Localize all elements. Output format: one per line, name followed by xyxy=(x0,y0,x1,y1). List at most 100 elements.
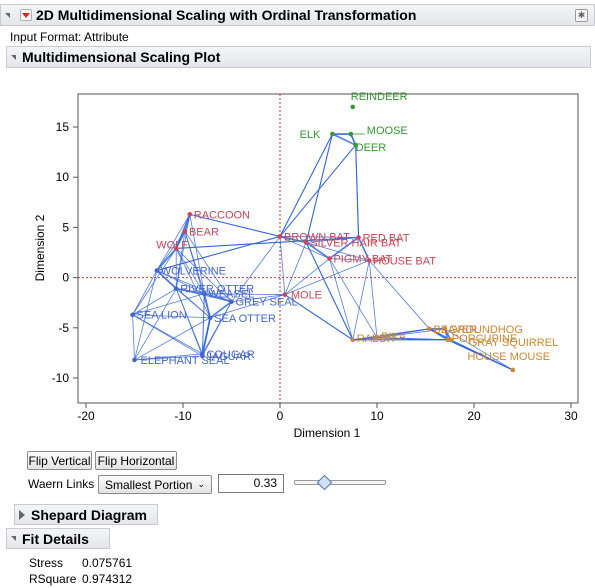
x-tick-label: 30 xyxy=(564,409,578,423)
data-point[interactable] xyxy=(366,258,372,263)
data-point[interactable] xyxy=(132,357,137,363)
waern-link xyxy=(204,292,232,303)
point-label: JAGUAR xyxy=(206,351,251,363)
waern-link xyxy=(204,293,285,296)
waern-link xyxy=(231,294,285,303)
data-point[interactable] xyxy=(510,367,516,373)
data-point[interactable] xyxy=(229,299,234,304)
waern-link xyxy=(305,241,330,260)
point-label: WOLF xyxy=(156,239,188,251)
x-tick-label: -10 xyxy=(174,409,192,423)
waern-number-value: 0.33 xyxy=(253,476,277,490)
input-format-label: Input Format: Attribute xyxy=(10,30,129,44)
plot-section-header: Multidimensional Scaling Plot xyxy=(6,46,591,68)
data-point[interactable] xyxy=(427,326,432,332)
waern-link xyxy=(156,270,205,295)
waern-link xyxy=(279,133,333,237)
waern-link xyxy=(352,328,430,341)
waern-link xyxy=(175,231,186,249)
point-label: PORCUPINE xyxy=(452,333,517,345)
data-point[interactable] xyxy=(303,240,309,245)
waern-link xyxy=(352,260,370,340)
flip-vertical-button[interactable]: Flip Vertical xyxy=(27,451,92,470)
flip-horizontal-button[interactable]: Flip Horizontal xyxy=(95,451,177,470)
data-point[interactable] xyxy=(282,292,288,297)
waern-number-field[interactable]: 0.33 xyxy=(218,474,284,493)
waern-links-value: Smallest Portion xyxy=(105,477,193,492)
waern-link xyxy=(175,288,211,319)
waern-link xyxy=(176,236,359,250)
data-point[interactable] xyxy=(173,286,179,291)
point-label: REINDEER xyxy=(351,91,408,103)
chevron-down-icon: ⌄ xyxy=(197,479,205,489)
waern-link xyxy=(447,339,514,371)
data-point[interactable] xyxy=(330,131,335,137)
waern-link xyxy=(175,288,203,355)
waern-link xyxy=(305,133,333,243)
data-point[interactable] xyxy=(130,312,135,318)
point-label: PIGMY BAT xyxy=(333,254,392,266)
point-label: MOLE xyxy=(291,290,322,302)
data-point[interactable] xyxy=(277,234,283,239)
fit-rsquare-value: 0.974312 xyxy=(82,572,133,586)
data-point[interactable] xyxy=(442,326,448,332)
waern-link xyxy=(175,248,211,318)
pin-icon[interactable]: ✱ xyxy=(575,9,588,22)
fit-section-header: Fit Details xyxy=(6,528,110,549)
waern-slider-track[interactable] xyxy=(294,480,386,485)
waern-link xyxy=(279,236,359,238)
waern-link xyxy=(132,288,177,316)
data-point[interactable] xyxy=(356,235,361,240)
data-point[interactable] xyxy=(350,104,356,110)
waern-link xyxy=(368,260,378,338)
waern-link xyxy=(175,248,205,294)
waern-link xyxy=(203,293,211,318)
data-point[interactable] xyxy=(154,268,160,273)
x-tick-label: 0 xyxy=(277,409,284,423)
collapse-triangle-icon[interactable] xyxy=(11,54,16,60)
shepard-section-header[interactable]: Shepard Diagram xyxy=(14,504,158,525)
collapse-triangle-icon[interactable] xyxy=(5,12,10,18)
data-point[interactable] xyxy=(200,351,205,357)
report-header: 2D Multidimensional Scaling with Ordinal… xyxy=(0,4,595,26)
collapse-triangle-icon[interactable] xyxy=(11,536,16,541)
waern-link xyxy=(156,235,281,272)
data-point[interactable] xyxy=(207,315,213,321)
data-point[interactable] xyxy=(448,337,454,343)
data-point[interactable] xyxy=(353,142,358,148)
data-point[interactable] xyxy=(182,229,188,234)
data-point[interactable] xyxy=(187,212,193,217)
waern-link xyxy=(329,258,354,340)
data-point[interactable] xyxy=(202,291,207,296)
data-point[interactable] xyxy=(350,337,356,343)
report-title: 2D Multidimensional Scaling with Ordinal… xyxy=(36,7,417,23)
plot-section-title: Multidimensional Scaling Plot xyxy=(22,49,221,65)
data-point[interactable] xyxy=(173,246,179,251)
y-tick-label: -5 xyxy=(58,321,69,335)
waern-link xyxy=(156,247,177,272)
expand-triangle-icon[interactable] xyxy=(19,509,25,520)
fit-stress-value: 0.075761 xyxy=(82,556,133,570)
y-tick-label: 10 xyxy=(56,170,70,184)
red-triangle-menu-icon[interactable] xyxy=(20,9,32,21)
data-point[interactable] xyxy=(327,256,332,261)
point-label: SEA OTTER xyxy=(214,313,276,325)
waern-links-dropdown[interactable]: Smallest Portion ⌄ xyxy=(98,475,212,494)
waern-link xyxy=(132,314,135,360)
waern-link xyxy=(279,235,307,244)
waern-link xyxy=(306,242,370,261)
point-label: DEER xyxy=(356,142,387,154)
waern-link xyxy=(305,242,354,341)
waern-link xyxy=(132,314,211,319)
point-label: MOOSE xyxy=(367,125,408,137)
waern-link xyxy=(134,317,211,361)
waern-slider-thumb[interactable] xyxy=(317,474,333,491)
x-tick-label: 20 xyxy=(467,409,481,423)
fit-rsquare-label: RSquare xyxy=(29,572,77,586)
point-label: RACCOON xyxy=(194,209,250,221)
data-point[interactable] xyxy=(374,335,380,341)
waern-link xyxy=(329,258,370,261)
waern-link xyxy=(209,301,232,319)
waern-link xyxy=(279,236,286,295)
